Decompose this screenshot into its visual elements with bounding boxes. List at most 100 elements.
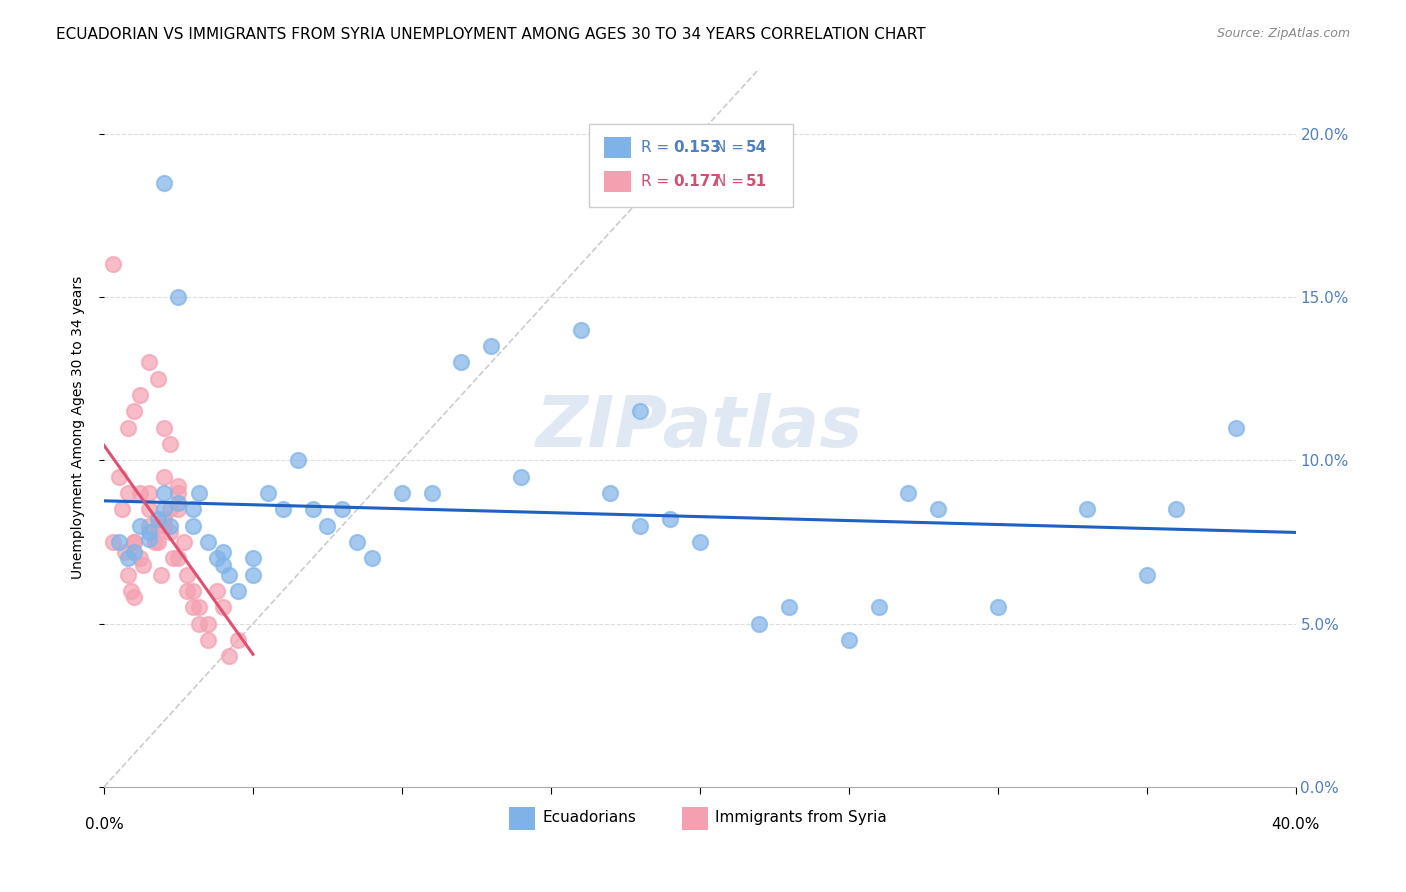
Point [287, 453, 309, 467]
Point [149, 567, 172, 582]
Point [122, 545, 145, 559]
Point [205, 583, 228, 598]
Point [101, 257, 124, 271]
Text: 51: 51 [747, 174, 768, 189]
Point [167, 290, 190, 304]
Point [748, 616, 770, 631]
Point [188, 486, 211, 500]
Point [101, 535, 124, 549]
Point [271, 502, 294, 516]
Point [316, 518, 339, 533]
Text: R =: R = [641, 140, 669, 155]
Point [117, 420, 139, 434]
Point [152, 469, 174, 483]
Text: N =: N = [716, 174, 744, 189]
Point [117, 486, 139, 500]
Point [159, 518, 181, 533]
Point [1136, 567, 1159, 582]
Point [218, 649, 240, 664]
Point [188, 600, 211, 615]
Point [159, 437, 181, 451]
Point [628, 404, 651, 418]
Point [120, 583, 142, 598]
Text: N =: N = [716, 140, 744, 155]
Point [659, 512, 682, 526]
Point [122, 591, 145, 605]
Point [152, 176, 174, 190]
Point [138, 518, 160, 533]
Point [450, 355, 472, 369]
Point [301, 502, 323, 516]
Text: ECUADORIAN VS IMMIGRANTS FROM SYRIA UNEMPLOYMENT AMONG AGES 30 TO 34 YEARS CORRE: ECUADORIAN VS IMMIGRANTS FROM SYRIA UNEM… [56, 27, 927, 42]
Point [128, 551, 150, 566]
Point [138, 486, 160, 500]
Point [167, 486, 190, 500]
Text: Immigrants from Syria: Immigrants from Syria [716, 810, 887, 825]
Point [212, 600, 235, 615]
FancyBboxPatch shape [589, 124, 793, 207]
Point [242, 567, 264, 582]
Point [1166, 502, 1188, 516]
Point [108, 469, 131, 483]
Text: R =: R = [641, 174, 669, 189]
Point [197, 616, 219, 631]
Point [138, 532, 160, 546]
Point [778, 600, 800, 615]
Point [1225, 420, 1247, 434]
Point [420, 486, 443, 500]
Point [146, 535, 169, 549]
FancyBboxPatch shape [605, 136, 631, 158]
Point [138, 355, 160, 369]
Text: 0.177: 0.177 [673, 174, 721, 189]
FancyBboxPatch shape [605, 170, 631, 192]
Point [143, 535, 166, 549]
Point [256, 486, 278, 500]
Point [927, 502, 949, 516]
Point [628, 518, 651, 533]
Point [138, 502, 160, 516]
Text: ZIPatlas: ZIPatlas [536, 393, 863, 462]
Point [205, 551, 228, 566]
Point [1076, 502, 1098, 516]
Point [162, 551, 184, 566]
Point [868, 600, 890, 615]
Point [114, 545, 136, 559]
Point [122, 535, 145, 549]
Point [226, 632, 249, 647]
Point [117, 551, 139, 566]
Point [183, 583, 205, 598]
Point [183, 518, 205, 533]
Point [122, 404, 145, 418]
Point [167, 479, 190, 493]
Point [132, 558, 155, 572]
Point [212, 558, 235, 572]
Point [152, 420, 174, 434]
Point [226, 583, 249, 598]
Text: Source: ZipAtlas.com: Source: ZipAtlas.com [1216, 27, 1350, 40]
Point [212, 545, 235, 559]
Point [128, 486, 150, 500]
Point [152, 502, 174, 516]
Point [111, 502, 134, 516]
Point [108, 535, 131, 549]
Point [152, 512, 174, 526]
Point [479, 339, 502, 353]
Point [167, 551, 190, 566]
Text: 54: 54 [747, 140, 768, 155]
Point [146, 518, 169, 533]
Text: Ecuadorians: Ecuadorians [543, 810, 637, 825]
Point [152, 486, 174, 500]
Y-axis label: Unemployment Among Ages 30 to 34 years: Unemployment Among Ages 30 to 34 years [72, 276, 86, 579]
Point [176, 567, 198, 582]
Point [117, 567, 139, 582]
Point [183, 600, 205, 615]
Point [599, 486, 621, 500]
Point [128, 388, 150, 402]
Point [159, 502, 181, 516]
Point [987, 600, 1010, 615]
Point [330, 502, 353, 516]
Text: 0.0%: 0.0% [84, 817, 124, 832]
Point [122, 535, 145, 549]
Point [159, 525, 181, 540]
Point [346, 535, 368, 549]
